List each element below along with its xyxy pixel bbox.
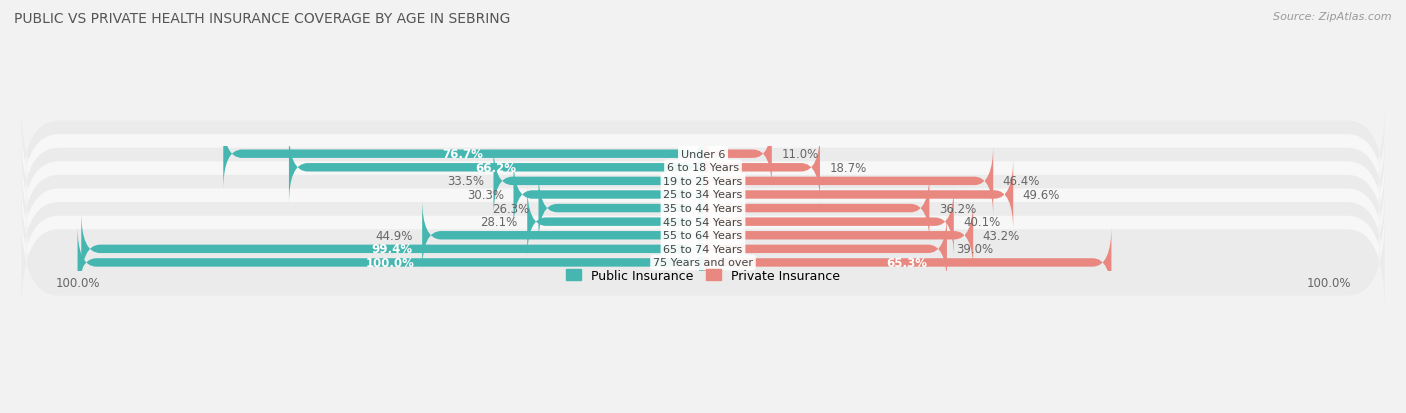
FancyBboxPatch shape [290, 131, 703, 204]
Text: PUBLIC VS PRIVATE HEALTH INSURANCE COVERAGE BY AGE IN SEBRING: PUBLIC VS PRIVATE HEALTH INSURANCE COVER… [14, 12, 510, 26]
Text: 49.6%: 49.6% [1022, 188, 1060, 202]
FancyBboxPatch shape [21, 188, 1385, 284]
Text: 35 to 44 Years: 35 to 44 Years [664, 204, 742, 214]
Text: 45 to 54 Years: 45 to 54 Years [664, 217, 742, 227]
FancyBboxPatch shape [422, 199, 703, 272]
FancyBboxPatch shape [82, 213, 703, 286]
Text: 44.9%: 44.9% [375, 229, 413, 242]
Text: 28.1%: 28.1% [481, 216, 517, 229]
Text: 11.0%: 11.0% [782, 148, 818, 161]
Text: 66.2%: 66.2% [475, 161, 516, 174]
FancyBboxPatch shape [513, 159, 703, 231]
Text: 25 to 34 Years: 25 to 34 Years [664, 190, 742, 200]
Text: 65 to 74 Years: 65 to 74 Years [664, 244, 742, 254]
Text: 99.4%: 99.4% [371, 243, 413, 256]
FancyBboxPatch shape [21, 160, 1385, 257]
FancyBboxPatch shape [703, 226, 1111, 299]
FancyBboxPatch shape [703, 118, 772, 191]
FancyBboxPatch shape [21, 201, 1385, 297]
Text: 65.3%: 65.3% [887, 256, 928, 269]
FancyBboxPatch shape [21, 133, 1385, 230]
Text: 26.3%: 26.3% [492, 202, 529, 215]
FancyBboxPatch shape [703, 199, 973, 272]
FancyBboxPatch shape [21, 174, 1385, 271]
Text: 55 to 64 Years: 55 to 64 Years [664, 231, 742, 241]
Text: 18.7%: 18.7% [830, 161, 866, 174]
FancyBboxPatch shape [224, 118, 703, 191]
FancyBboxPatch shape [527, 186, 703, 259]
Text: 30.3%: 30.3% [467, 188, 505, 202]
Text: 33.5%: 33.5% [447, 175, 484, 188]
FancyBboxPatch shape [21, 214, 1385, 311]
Text: 100.0%: 100.0% [366, 256, 415, 269]
FancyBboxPatch shape [21, 106, 1385, 203]
FancyBboxPatch shape [538, 172, 703, 245]
Text: 39.0%: 39.0% [956, 243, 994, 256]
Text: 75 Years and over: 75 Years and over [652, 258, 754, 268]
FancyBboxPatch shape [703, 131, 820, 204]
Text: 46.4%: 46.4% [1002, 175, 1040, 188]
Text: Under 6: Under 6 [681, 150, 725, 159]
FancyBboxPatch shape [703, 172, 929, 245]
Text: 36.2%: 36.2% [939, 202, 976, 215]
FancyBboxPatch shape [21, 120, 1385, 216]
FancyBboxPatch shape [703, 186, 953, 259]
Text: 19 to 25 Years: 19 to 25 Years [664, 176, 742, 186]
Legend: Public Insurance, Private Insurance: Public Insurance, Private Insurance [561, 264, 845, 287]
FancyBboxPatch shape [703, 213, 946, 286]
FancyBboxPatch shape [21, 147, 1385, 243]
Text: Source: ZipAtlas.com: Source: ZipAtlas.com [1274, 12, 1392, 22]
Text: 43.2%: 43.2% [983, 229, 1019, 242]
Text: 40.1%: 40.1% [963, 216, 1001, 229]
Text: 6 to 18 Years: 6 to 18 Years [666, 163, 740, 173]
FancyBboxPatch shape [77, 226, 703, 299]
FancyBboxPatch shape [703, 145, 993, 218]
FancyBboxPatch shape [494, 145, 703, 218]
FancyBboxPatch shape [703, 159, 1014, 231]
Text: 76.7%: 76.7% [443, 148, 484, 161]
